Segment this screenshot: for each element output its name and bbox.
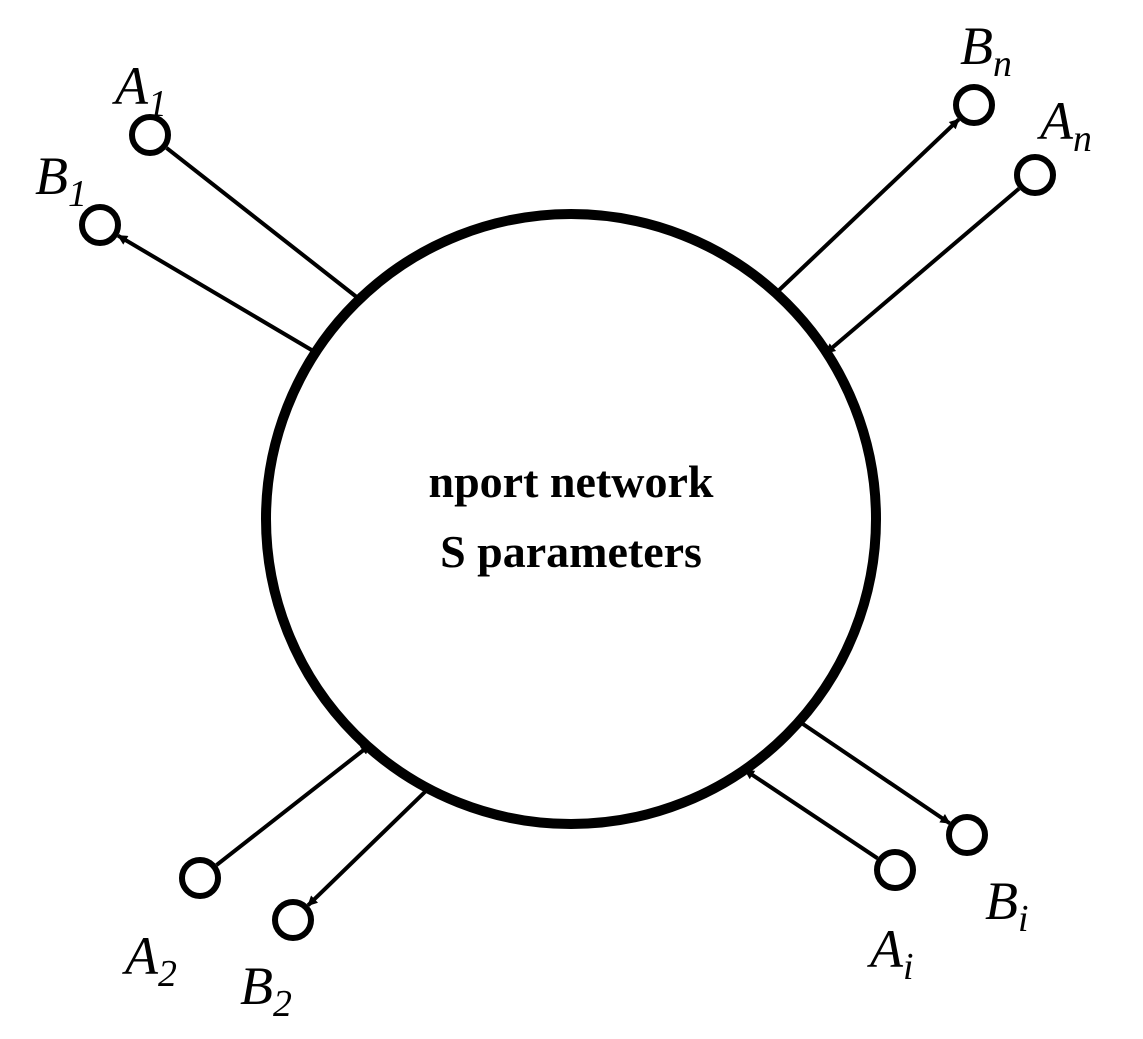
port-circle-Bi bbox=[949, 817, 985, 853]
port-label-An: An bbox=[1040, 90, 1092, 161]
center-text-line1: nport network bbox=[371, 455, 771, 508]
port-circle-Ai bbox=[877, 852, 913, 888]
port-circle-An bbox=[1017, 157, 1053, 193]
port-line-B2 bbox=[308, 787, 430, 905]
port-line-B1 bbox=[118, 236, 320, 355]
nport-network-circle bbox=[266, 214, 876, 824]
port-circle-B1 bbox=[82, 207, 118, 243]
port-label-B2: B2 bbox=[240, 955, 292, 1026]
port-line-A1 bbox=[167, 148, 363, 302]
port-circle-B2 bbox=[275, 902, 311, 938]
port-label-A2: A2 bbox=[125, 925, 177, 996]
port-line-An bbox=[826, 189, 1019, 353]
port-label-A1: A1 bbox=[115, 55, 167, 126]
port-line-A2 bbox=[217, 745, 370, 865]
port-circle-A2 bbox=[182, 860, 218, 896]
diagram-svg bbox=[0, 0, 1143, 1039]
diagram-canvas: nport network S parameters A1 B1 Bn An A2 B2 A… bbox=[0, 0, 1143, 1039]
center-text-line2: S parameters bbox=[371, 525, 771, 578]
port-label-Bn: Bn bbox=[960, 15, 1012, 86]
port-label-Bi: Bi bbox=[985, 870, 1029, 941]
port-label-Ai: Ai bbox=[870, 918, 914, 989]
port-label-B1: B1 bbox=[35, 145, 87, 216]
port-line-Ai bbox=[745, 770, 878, 858]
port-circle-Bn bbox=[956, 87, 992, 123]
port-line-Bn bbox=[775, 119, 959, 294]
port-line-Bi bbox=[800, 722, 950, 823]
